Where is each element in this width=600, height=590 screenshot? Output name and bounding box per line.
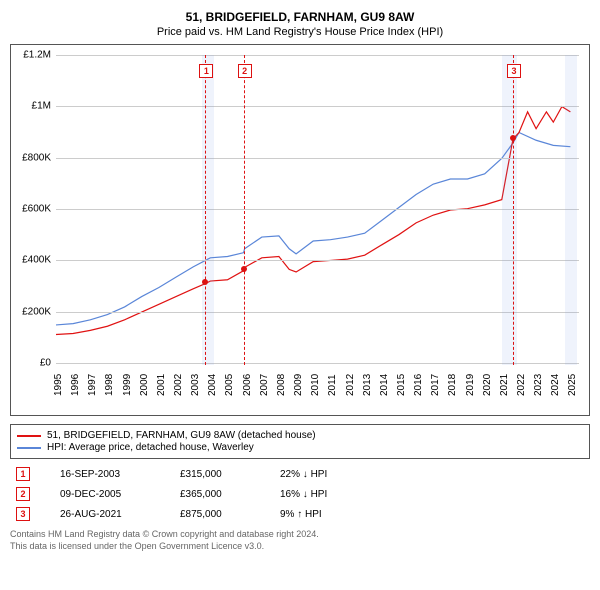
x-axis-tick: 1998 — [104, 374, 115, 396]
x-axis-tick: 1995 — [53, 374, 64, 396]
event-dot — [202, 279, 208, 285]
x-axis-tick: 2009 — [293, 374, 304, 396]
attribution-line: This data is licensed under the Open Gov… — [10, 541, 590, 553]
events-table: 1 16-SEP-2003 £315,000 22% ↓ HPI 2 09-DEC-200… — [10, 467, 590, 521]
y-axis-tick: £800K — [11, 152, 51, 163]
event-date: 16-SEP-2003 — [60, 469, 150, 480]
x-axis-tick: 2018 — [447, 374, 458, 396]
x-axis-tick: 2023 — [533, 374, 544, 396]
x-axis-tick: 2007 — [259, 374, 270, 396]
x-axis-tick: 2022 — [516, 374, 527, 396]
x-axis-tick: 1996 — [70, 374, 81, 396]
event-price: £875,000 — [180, 509, 250, 520]
x-axis-tick: 2016 — [413, 374, 424, 396]
y-axis-tick: £1.2M — [11, 50, 51, 61]
attribution: Contains HM Land Registry data © Crown c… — [10, 529, 590, 552]
x-axis-tick: 2004 — [207, 374, 218, 396]
x-axis-tick: 2001 — [156, 374, 167, 396]
event-diff: 16% ↓ HPI — [280, 489, 370, 500]
series-line — [56, 107, 570, 335]
x-axis-tick: 2019 — [465, 374, 476, 396]
x-axis-tick: 2025 — [567, 374, 578, 396]
legend: 51, BRIDGEFIELD, FARNHAM, GU9 8AW (detac… — [10, 424, 590, 459]
plot-area: 1 2 3 — [56, 55, 579, 365]
event-number: 3 — [16, 507, 30, 521]
event-dot — [510, 135, 516, 141]
chart-container: £0 £200K £400K £600K £800K £1M £1.2M 1 2 3 1995 1… — [10, 44, 590, 416]
y-axis-tick: £200K — [11, 306, 51, 317]
event-date: 26-AUG-2021 — [60, 509, 150, 520]
x-axis-tick: 2006 — [242, 374, 253, 396]
event-diff: 9% ↑ HPI — [280, 509, 370, 520]
chart-title: 51, BRIDGEFIELD, FARNHAM, GU9 8AW — [10, 10, 590, 24]
series-line — [56, 133, 570, 325]
event-diff: 22% ↓ HPI — [280, 469, 370, 480]
y-axis-tick: £400K — [11, 255, 51, 266]
x-axis-tick: 2015 — [396, 374, 407, 396]
x-axis-tick: 2014 — [379, 374, 390, 396]
x-axis-tick: 2002 — [173, 374, 184, 396]
attribution-line: Contains HM Land Registry data © Crown c… — [10, 529, 590, 541]
y-axis-tick: £600K — [11, 204, 51, 215]
event-marker: 3 — [507, 64, 521, 78]
event-price: £365,000 — [180, 489, 250, 500]
x-axis-tick: 2008 — [276, 374, 287, 396]
x-axis-tick: 2000 — [139, 374, 150, 396]
legend-row: HPI: Average price, detached house, Wave… — [17, 442, 583, 453]
x-axis-tick: 2003 — [190, 374, 201, 396]
line-chart-svg — [56, 55, 579, 365]
event-price: £315,000 — [180, 469, 250, 480]
event-row: 1 16-SEP-2003 £315,000 22% ↓ HPI — [16, 467, 590, 481]
event-number: 1 — [16, 467, 30, 481]
event-date: 09-DEC-2005 — [60, 489, 150, 500]
x-axis-tick: 2013 — [362, 374, 373, 396]
y-axis-tick: £1M — [11, 101, 51, 112]
event-marker: 1 — [199, 64, 213, 78]
legend-row: 51, BRIDGEFIELD, FARNHAM, GU9 8AW (detac… — [17, 430, 583, 441]
x-axis-tick: 1999 — [122, 374, 133, 396]
event-dot — [241, 266, 247, 272]
event-marker: 2 — [238, 64, 252, 78]
legend-swatch — [17, 447, 41, 449]
x-axis-tick: 2020 — [482, 374, 493, 396]
x-axis-tick: 2017 — [430, 374, 441, 396]
x-axis-tick: 2024 — [550, 374, 561, 396]
x-axis-tick: 2005 — [224, 374, 235, 396]
x-axis-tick: 2010 — [310, 374, 321, 396]
event-number: 2 — [16, 487, 30, 501]
chart-subtitle: Price paid vs. HM Land Registry's House … — [10, 26, 590, 38]
legend-label: 51, BRIDGEFIELD, FARNHAM, GU9 8AW (detac… — [47, 430, 316, 441]
event-row: 3 26-AUG-2021 £875,000 9% ↑ HPI — [16, 507, 590, 521]
x-axis-tick: 2012 — [345, 374, 356, 396]
y-axis-tick: £0 — [11, 358, 51, 369]
x-axis-tick: 2011 — [327, 374, 338, 396]
x-axis-tick: 2021 — [499, 374, 510, 396]
legend-label: HPI: Average price, detached house, Wave… — [47, 442, 254, 453]
x-axis-tick: 1997 — [87, 374, 98, 396]
legend-swatch — [17, 435, 41, 437]
event-row: 2 09-DEC-2005 £365,000 16% ↓ HPI — [16, 487, 590, 501]
